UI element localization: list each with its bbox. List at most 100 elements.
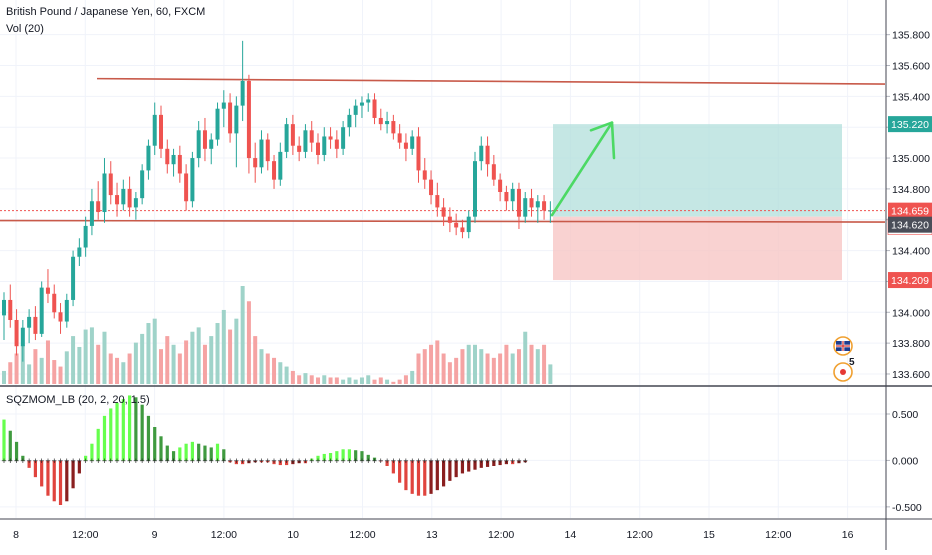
- resistance-line: [96, 77, 886, 85]
- squeeze-dot: +: [384, 456, 389, 466]
- candle-body: [115, 195, 120, 205]
- momentum-bar: [165, 445, 169, 461]
- event-markers[interactable]: 5: [833, 336, 855, 382]
- volume-bar: [353, 379, 358, 384]
- candle-body: [240, 80, 245, 106]
- candle-body: [146, 145, 151, 171]
- candle-body: [322, 136, 327, 155]
- volume-bar: [265, 353, 270, 384]
- take-profit-zone: [553, 124, 842, 217]
- volume-bar: [83, 329, 88, 384]
- squeeze-dot: +: [472, 456, 477, 466]
- volume-bar: [479, 349, 484, 384]
- volume-bar: [491, 357, 496, 384]
- volume-bar: [96, 344, 101, 384]
- squeeze-dot: +: [70, 456, 75, 466]
- momentum-bar: [121, 399, 125, 461]
- momentum-bar: [203, 445, 207, 461]
- volume-bar: [422, 349, 427, 384]
- candle-body: [171, 154, 176, 165]
- candle-body: [309, 130, 314, 143]
- candle-body: [353, 105, 358, 115]
- volume-bar: [372, 379, 377, 384]
- candle-body: [366, 99, 371, 103]
- candle-body: [27, 316, 32, 328]
- candle-body: [177, 154, 182, 174]
- squeeze-dot: +: [221, 456, 226, 466]
- momentum-bar: [46, 460, 50, 496]
- candle-body: [498, 179, 503, 192]
- candle-body: [473, 161, 477, 217]
- momentum-bar: [33, 460, 37, 478]
- squeeze-dot: +: [196, 456, 201, 466]
- momentum-bar: [197, 443, 201, 461]
- momentum-bar: [372, 457, 377, 461]
- momentum-bar: [215, 443, 220, 461]
- price-tick-label: 135.600: [892, 61, 930, 73]
- candle-body: [140, 170, 145, 199]
- momentum-bar: [228, 460, 232, 463]
- volume-bar: [447, 362, 452, 384]
- time-tick-label: 12:00: [211, 529, 237, 541]
- candle-body: [39, 287, 44, 334]
- price-tick-label: 133.800: [892, 338, 930, 350]
- price-tick-label: 133.600: [892, 369, 930, 381]
- candle-body: [58, 312, 63, 322]
- volume-bar: [115, 357, 120, 384]
- candle-body: [215, 108, 220, 140]
- price-tick-label: 134.800: [892, 184, 930, 196]
- momentum-bar: [347, 449, 351, 461]
- volume-bar: [215, 323, 220, 384]
- momentum-bar: [410, 460, 414, 494]
- candle-body: [64, 299, 69, 322]
- volume-bar: [523, 331, 528, 384]
- squeeze-dot: +: [447, 456, 452, 466]
- candle-body: [108, 173, 113, 196]
- squeeze-dot: +: [140, 456, 145, 466]
- candle-body: [96, 201, 101, 213]
- squeeze-dot: +: [33, 456, 38, 466]
- volume-bar: [334, 377, 339, 384]
- momentum-bar: [379, 460, 383, 462]
- volume-bar: [171, 344, 176, 384]
- squeeze-dot: +: [158, 456, 163, 466]
- momentum-bar: [234, 460, 238, 465]
- momentum-bar: [8, 430, 12, 461]
- momentum-bar: [366, 454, 370, 461]
- volume-bar: [221, 309, 226, 384]
- time-tick-label: 13: [426, 529, 438, 541]
- squeeze-dot: +: [165, 456, 170, 466]
- momentum-bar: [128, 395, 132, 461]
- momentum-bar: [146, 415, 151, 461]
- candle-body: [209, 139, 214, 149]
- volume-bar: [152, 318, 157, 384]
- symbol-legend[interactable]: British Pound / Japanese Yen, 60, FXCM: [6, 6, 206, 18]
- momentum-bar: [429, 460, 433, 494]
- candle-body: [33, 316, 38, 334]
- candle-body: [77, 247, 82, 257]
- squeeze-dot: +: [152, 456, 157, 466]
- momentum-bar: [473, 460, 477, 470]
- time-tick-label: 10: [287, 529, 299, 541]
- oscillator-legend[interactable]: SQZMOM_LB (20, 2, 20, 1.5): [6, 394, 150, 406]
- squeeze-dot: +: [347, 456, 352, 466]
- squeeze-dot: +: [215, 456, 220, 466]
- momentum-bar: [423, 460, 427, 496]
- volume-bar: [14, 353, 19, 384]
- volume-bar: [429, 344, 434, 384]
- candle-body: [460, 227, 465, 233]
- volume-legend[interactable]: Vol (20): [6, 23, 44, 35]
- volume-bar: [460, 349, 465, 384]
- volume-bar: [184, 340, 189, 384]
- momentum-bar: [467, 460, 471, 472]
- volume-bar: [366, 375, 371, 384]
- squeeze-dot: +: [460, 456, 465, 466]
- volume-bar: [290, 370, 295, 384]
- volume-bar: [272, 357, 277, 384]
- squeeze-dot: +: [491, 456, 496, 466]
- candle-body: [265, 139, 270, 162]
- price-tick-label: 135.800: [892, 30, 930, 42]
- candle-body: [523, 198, 528, 217]
